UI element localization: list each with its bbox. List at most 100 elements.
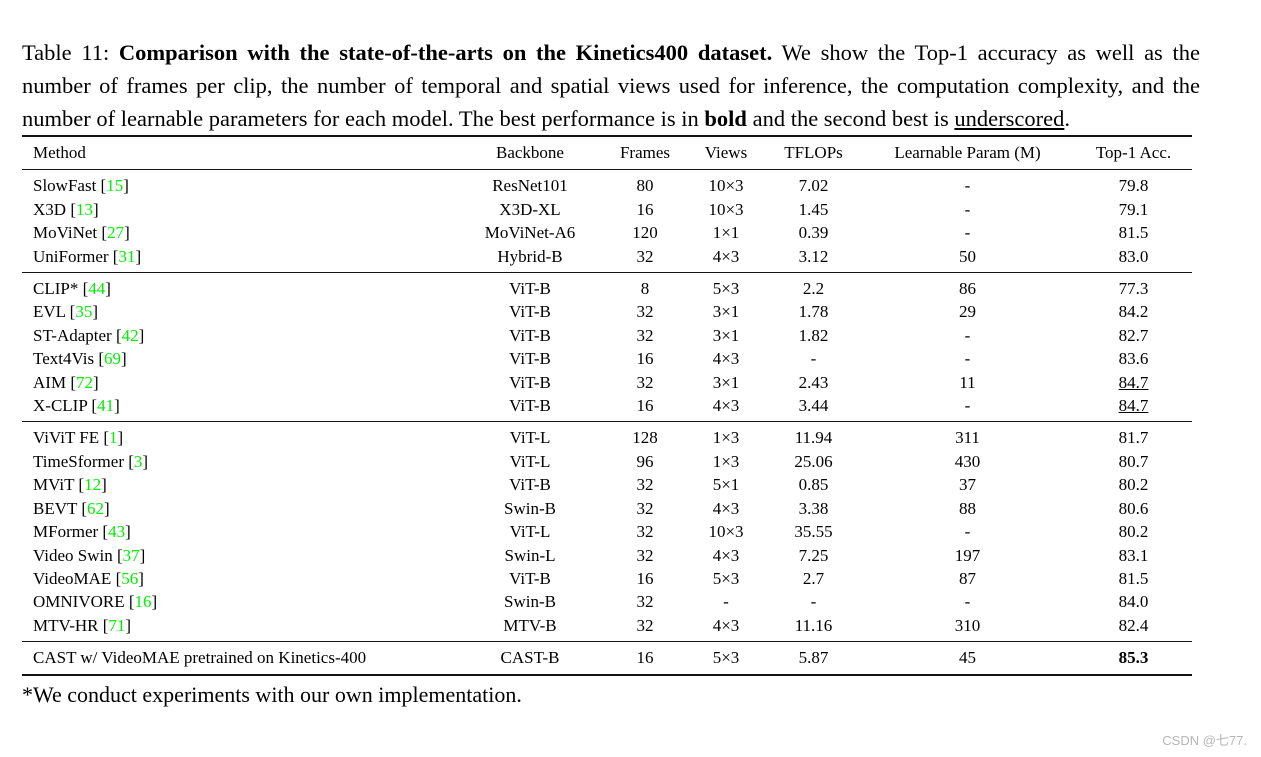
- results-table: Method Backbone Frames Views TFLOPs Lear…: [22, 135, 1192, 676]
- backbone-cell: ViT-B: [509, 475, 551, 495]
- tflops-cell: 7.02: [798, 176, 829, 196]
- top1-acc-cell: 80.6: [1118, 498, 1149, 518]
- views-cell: 4×3: [712, 545, 740, 565]
- learnable-param-cell: 197: [954, 545, 981, 565]
- backbone-cell: Swin-B: [504, 498, 556, 518]
- table-row: MTV-HR [71] MTV-B 32 4×3 11.16 310 82.4: [22, 614, 1192, 642]
- tflops-cell: 3.12: [798, 246, 829, 266]
- backbone-cell: ViT-B: [509, 568, 551, 588]
- method-cell: MFormer [43]: [33, 522, 131, 542]
- method-cell: X-CLIP [41]: [33, 396, 120, 416]
- tflops-cell: 1.45: [798, 199, 829, 219]
- citation-number: 71: [108, 615, 126, 635]
- top1-acc-cell: 84.7: [1118, 396, 1149, 416]
- citation-number: 16: [134, 592, 152, 612]
- views-cell: -: [723, 592, 729, 612]
- learnable-param-cell: -: [964, 325, 971, 345]
- top1-acc-cell: 80.7: [1118, 451, 1149, 471]
- learnable-param-cell: 310: [954, 615, 981, 635]
- backbone-cell: ViT-B: [509, 372, 551, 392]
- table-row: BEVT [62] Swin-B 32 4×3 3.38 88 80.6: [22, 497, 1192, 520]
- backbone-cell: MTV-B: [503, 615, 557, 635]
- table-row: TimeSformer [3] ViT-L 96 1×3 25.06 430 80.7: [22, 450, 1192, 473]
- table-row: ViViT FE [1] ViT-L 128 1×3 11.94 311 81.7: [22, 422, 1192, 450]
- col-header-tflops: TFLOPs: [767, 136, 860, 171]
- method-cell: ViViT FE [1]: [33, 428, 124, 448]
- frames-cell: 32: [636, 615, 654, 635]
- learnable-param-cell: -: [964, 522, 971, 542]
- caption-body-2: and the second best is: [746, 106, 955, 131]
- table-row: ST-Adapter [42] ViT-B 32 3×1 1.82 - 82.7: [22, 324, 1192, 347]
- backbone-cell: ViT-B: [509, 325, 551, 345]
- backbone-cell: ViT-L: [509, 451, 551, 471]
- caption-body-3: .: [1064, 106, 1070, 131]
- backbone-cell: ResNet101: [492, 176, 568, 196]
- method-cell: CLIP* [44]: [33, 279, 111, 299]
- method-cell: UniFormer [31]: [33, 246, 142, 266]
- tflops-cell: 25.06: [794, 451, 833, 471]
- views-cell: 1×3: [712, 451, 740, 471]
- frames-cell: 32: [636, 302, 654, 322]
- frames-cell: 32: [636, 592, 654, 612]
- frames-cell: 32: [636, 498, 654, 518]
- caption-underscored-word: underscored: [954, 106, 1065, 131]
- col-header-method: Method: [22, 136, 455, 171]
- views-cell: 10×3: [708, 199, 744, 219]
- tflops-cell: 35.55: [794, 522, 833, 542]
- tflops-cell: 11.94: [794, 428, 833, 448]
- learnable-param-cell: 86: [959, 279, 976, 299]
- top1-acc-cell: 81.5: [1118, 568, 1149, 588]
- views-cell: 1×1: [712, 223, 740, 243]
- table-caption: Table 11: Comparison with the state-of-t…: [22, 36, 1200, 135]
- views-cell: 4×3: [712, 349, 740, 369]
- top1-acc-cell: 82.7: [1118, 325, 1149, 345]
- tflops-cell: 11.16: [794, 615, 833, 635]
- table-row: X3D [13] X3D-XL 16 10×3 1.45 - 79.1: [22, 198, 1192, 221]
- top1-acc-cell: 79.8: [1118, 176, 1149, 196]
- tflops-cell: -: [810, 592, 817, 612]
- frames-cell: 32: [636, 545, 654, 565]
- frames-cell: 128: [632, 428, 658, 448]
- method-cell: MTV-HR [71]: [33, 615, 132, 635]
- views-cell: 4×3: [712, 396, 740, 416]
- method-cell: X3D [13]: [33, 199, 99, 219]
- method-cell: EVL [35]: [33, 302, 99, 322]
- citation-number: 56: [121, 568, 139, 588]
- table-row: VideoMAE [56] ViT-B 16 5×3 2.7 87 81.5: [22, 567, 1192, 590]
- top1-acc-cell: 77.3: [1118, 279, 1149, 299]
- backbone-cell: ViT-B: [509, 279, 551, 299]
- table-row: EVL [35] ViT-B 32 3×1 1.78 29 84.2: [22, 300, 1192, 323]
- caption-body-1: We show the Top-1 accuracy as well as th…: [22, 40, 1200, 131]
- learnable-param-cell: -: [964, 592, 971, 612]
- citation-number: 37: [122, 545, 140, 565]
- tflops-cell: -: [810, 349, 817, 369]
- table-row: Video Swin [37] Swin-L 32 4×3 7.25 197 83.1: [22, 544, 1192, 567]
- frames-cell: 32: [636, 522, 654, 542]
- method-cell: SlowFast [15]: [33, 176, 129, 196]
- frames-cell: 32: [636, 372, 654, 392]
- table-group: CLIP* [44] ViT-B 8 5×3 2.2 86 77.3 EVL [35] ViT-…: [22, 272, 1192, 422]
- backbone-cell: ViT-L: [509, 428, 551, 448]
- learnable-param-cell: -: [964, 176, 971, 196]
- learnable-param-cell: 311: [955, 428, 980, 448]
- frames-cell: 16: [636, 349, 654, 369]
- table-row: SlowFast [15] ResNet101 80 10×3 7.02 - 79.8: [22, 170, 1192, 198]
- method-cell: TimeSformer [3]: [33, 451, 149, 471]
- tflops-cell: 2.43: [798, 372, 829, 392]
- backbone-cell: ViT-B: [509, 302, 551, 322]
- citation-number: 62: [87, 498, 104, 518]
- views-cell: 5×1: [712, 475, 740, 495]
- citation-number: 12: [84, 475, 102, 495]
- top1-acc-cell: 84.2: [1118, 302, 1149, 322]
- frames-cell: 16: [636, 648, 654, 668]
- table-row: UniFormer [31] Hybrid-B 32 4×3 3.12 50 83.0: [22, 245, 1192, 273]
- method-cell: MoViNet [27]: [33, 223, 130, 243]
- method-cell: Text4Vis [69]: [33, 349, 127, 369]
- frames-cell: 8: [640, 279, 650, 299]
- backbone-cell: ViT-B: [509, 349, 551, 369]
- learnable-param-cell: 50: [959, 246, 976, 266]
- method-cell: CAST w/ VideoMAE pretrained on Kinetics-…: [33, 648, 367, 668]
- top1-acc-cell: 84.7: [1118, 372, 1149, 392]
- footnote: *We conduct experiments with our own imp…: [22, 681, 522, 707]
- method-cell: OMNIVORE [16]: [33, 592, 158, 612]
